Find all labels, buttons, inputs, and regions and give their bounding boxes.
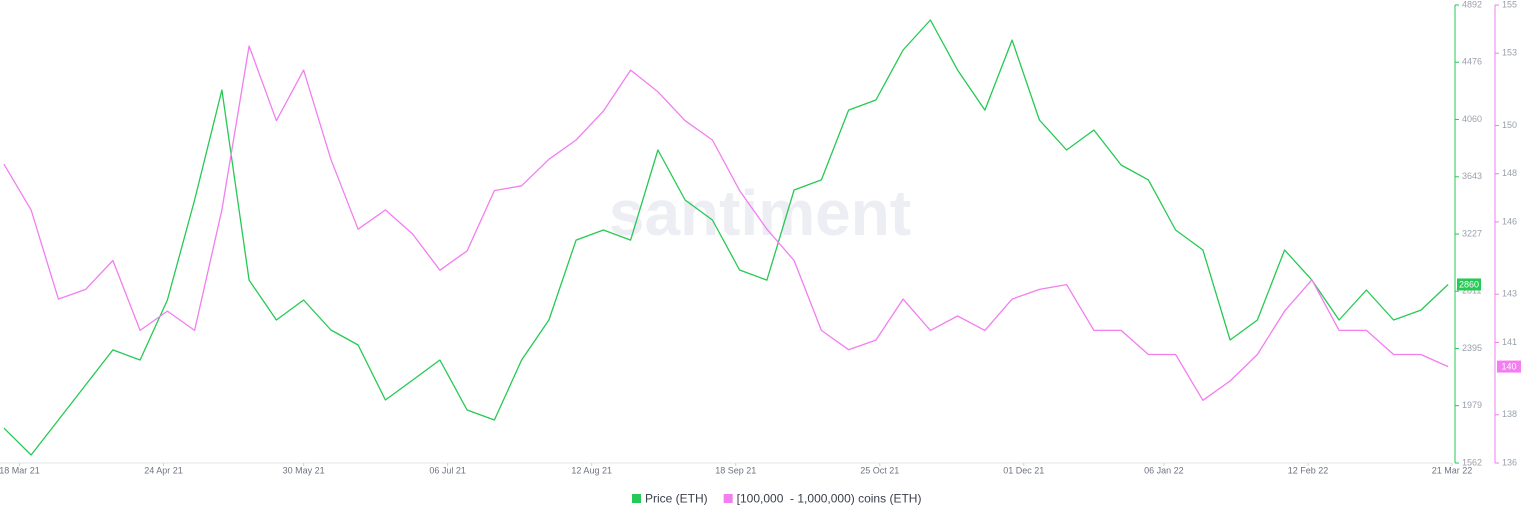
y-tick-label: 4892	[1462, 0, 1482, 9]
y2-tick-label: 146	[1502, 216, 1517, 226]
y-tick-label: 3227	[1462, 228, 1482, 238]
x-tick-label: 12 Aug 21	[571, 465, 612, 475]
last-value-badge	[1457, 278, 1481, 291]
x-tick-label: 25 Oct 21	[860, 465, 899, 475]
y2-tick-label: 153	[1502, 48, 1517, 58]
series-line	[3, 45, 1449, 401]
y-tick-label: 4476	[1462, 57, 1482, 67]
x-tick-label: 30 May 21	[283, 465, 325, 475]
x-tick-label: 18 Sep 21	[715, 465, 756, 475]
last-value-label: 2860	[1459, 279, 1479, 289]
x-tick-label: 24 Apr 21	[144, 465, 183, 475]
y2-tick-label: 143	[1502, 289, 1517, 299]
y-tick-label: 2395	[1462, 343, 1482, 353]
x-tick-label: 21 Mar 22	[1432, 465, 1473, 475]
legend-label: [100,000 - 1,000,000) coins (ETH)	[737, 492, 922, 506]
y2-tick-label: 136	[1502, 457, 1517, 467]
last-value-label: 140	[1501, 361, 1516, 371]
x-tick-label: 12 Feb 22	[1288, 465, 1329, 475]
y2-tick-label: 138	[1502, 409, 1517, 419]
y-tick-label: 2811	[1462, 286, 1481, 296]
y-tick-label: 4060	[1462, 114, 1482, 124]
y2-tick-label: 155	[1502, 0, 1517, 9]
series-line	[3, 19, 1449, 456]
y-tick-label: 1979	[1462, 400, 1482, 410]
watermark: santiment	[609, 177, 911, 249]
x-tick-label: 06 Jan 22	[1144, 465, 1184, 475]
legend-swatch	[723, 494, 733, 503]
legend-label: Price (ETH)	[645, 492, 708, 506]
y2-tick-label: 150	[1502, 120, 1517, 130]
x-tick-label: 06 Jul 21	[429, 465, 466, 475]
y2-tick-label: 148	[1502, 168, 1517, 178]
last-value-badge	[1497, 360, 1521, 373]
y-tick-label: 1562	[1462, 457, 1482, 467]
legend-swatch	[632, 494, 641, 503]
y2-tick-label: 141	[1502, 337, 1517, 347]
x-tick-label: 18 Mar 21	[0, 465, 40, 475]
y-tick-label: 3643	[1462, 171, 1482, 181]
x-tick-label: 01 Dec 21	[1003, 465, 1044, 475]
